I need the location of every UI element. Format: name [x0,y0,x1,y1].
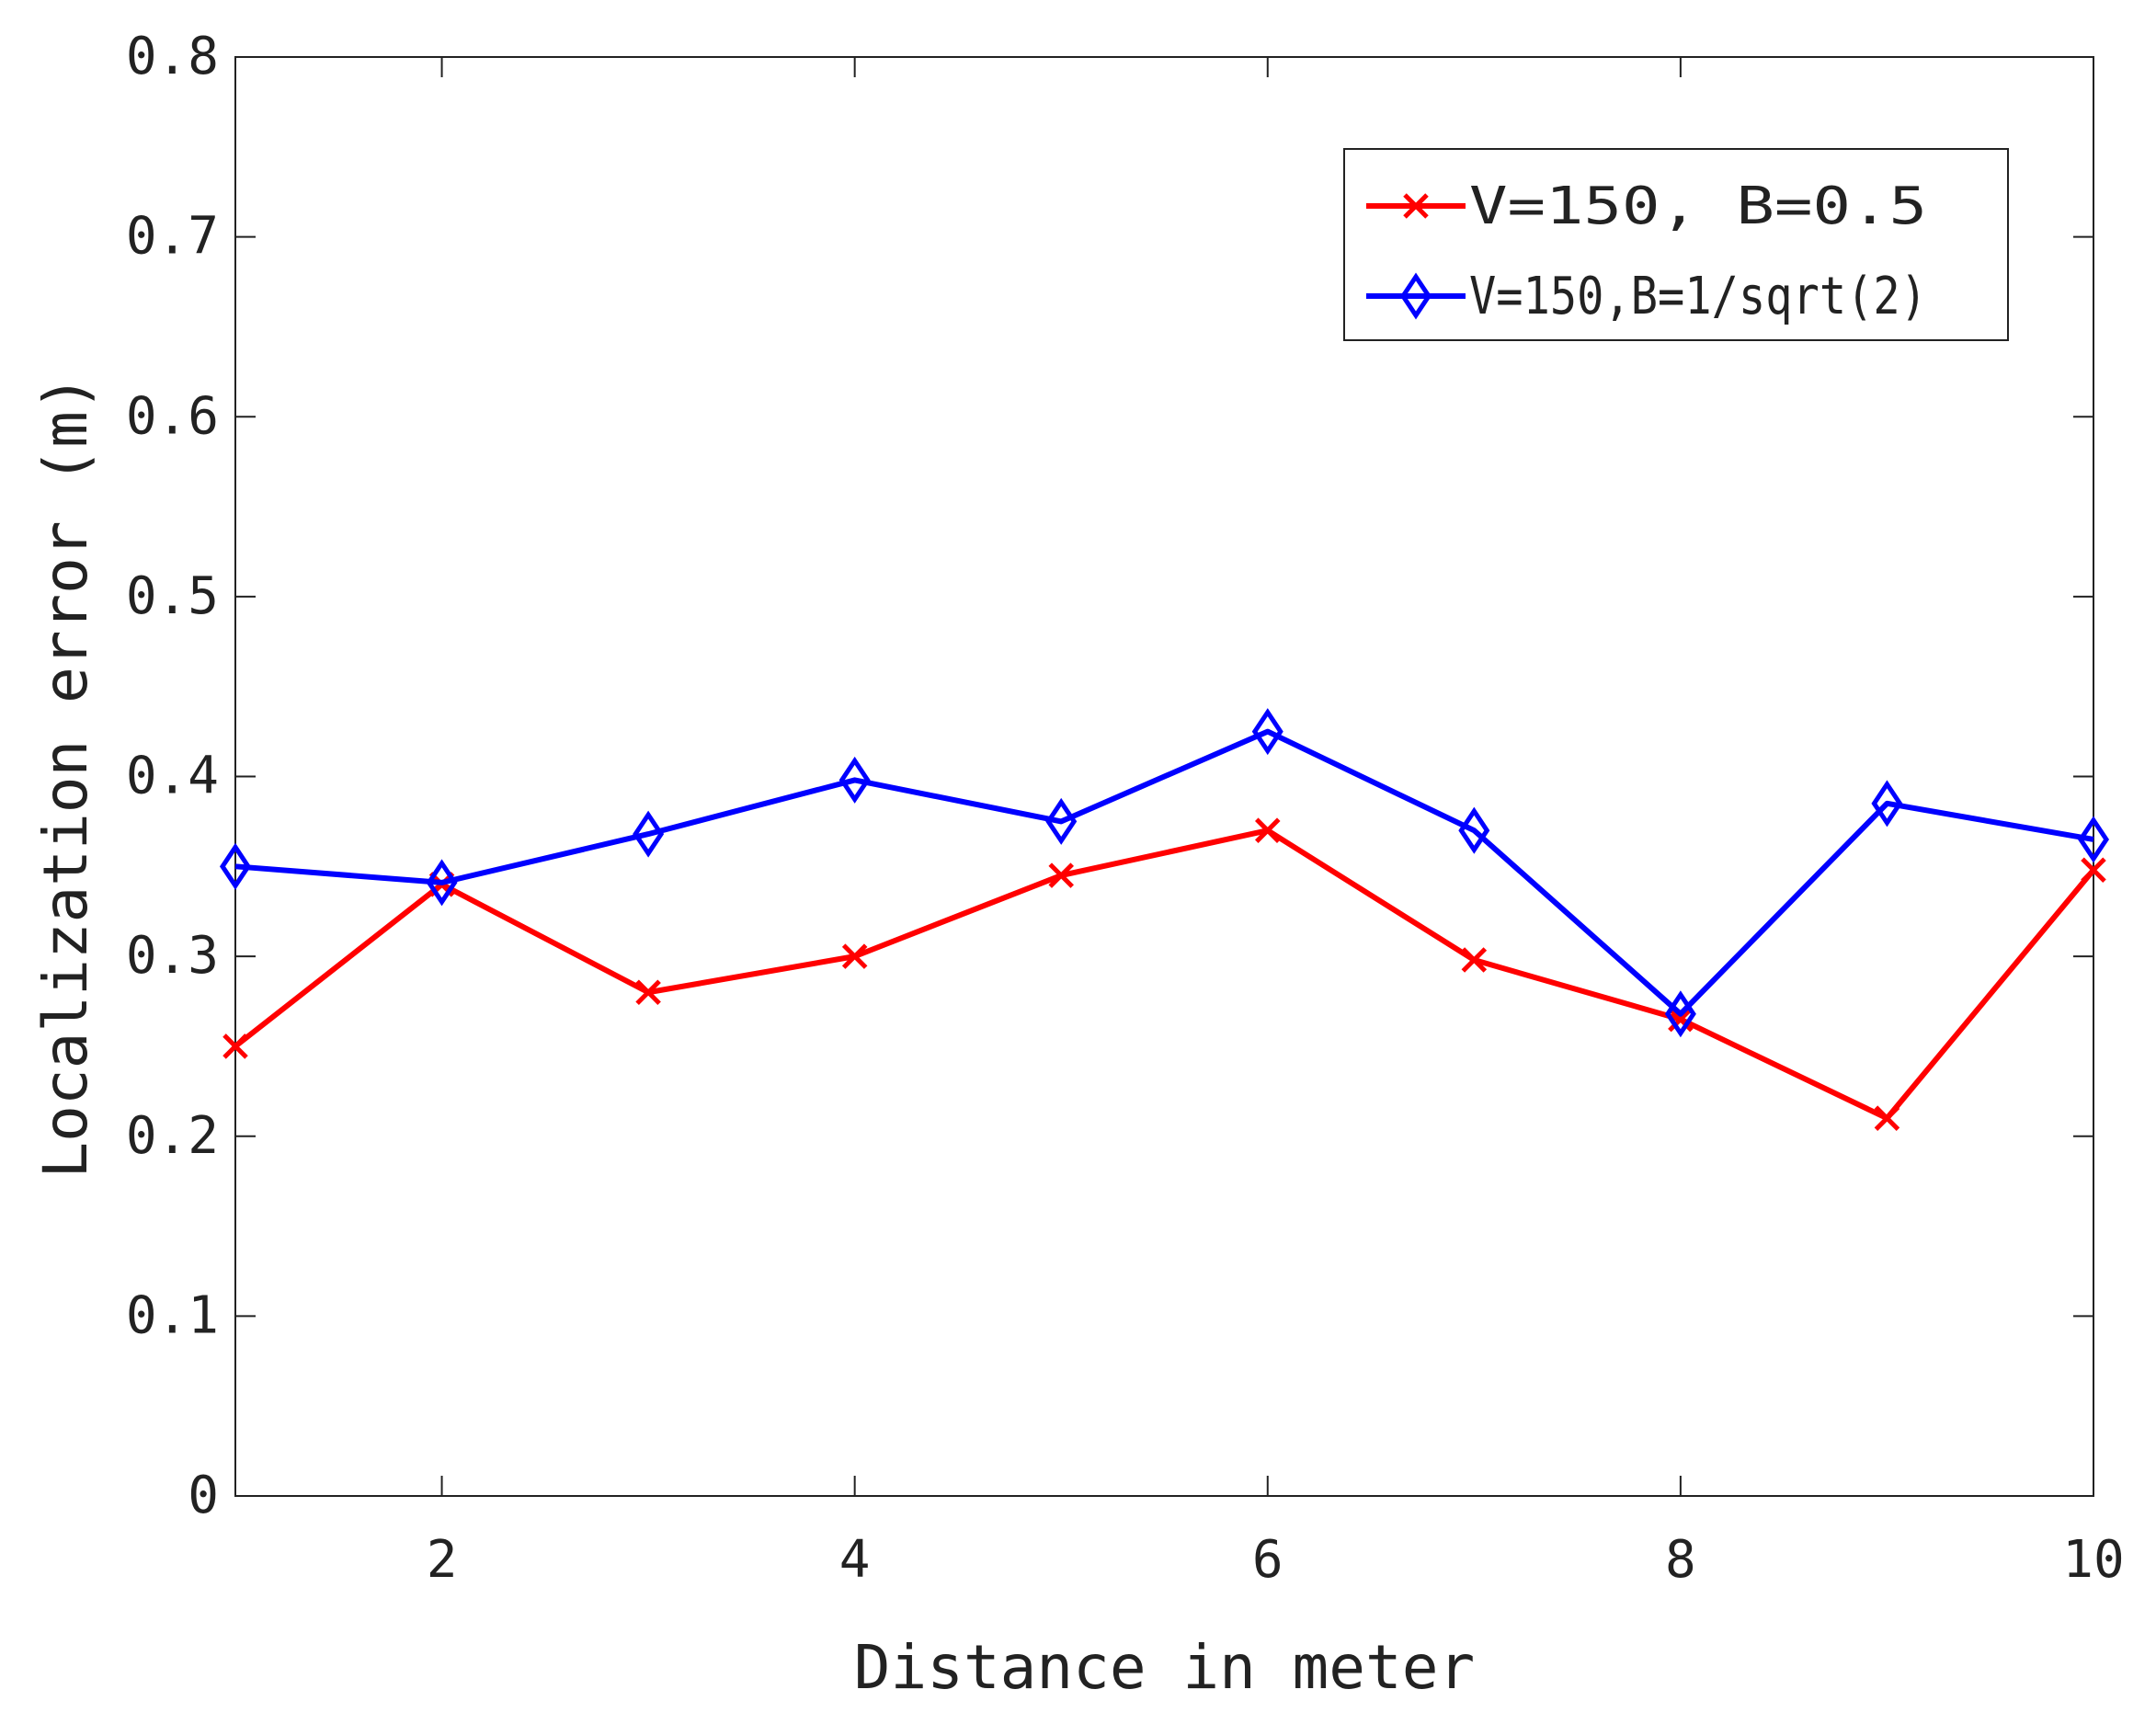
x-axis-label: Distance in meter [854,1632,1476,1703]
series-line [234,828,2096,1122]
legend-label: V=150,B=1/sqrt(2) [1469,267,1927,326]
y-tick-label: 0.4 [126,747,219,806]
axis-ticks [235,56,2094,1497]
diamond-marker [2077,816,2110,863]
x-tick-label: 4 [839,1530,871,1590]
diamond-marker [426,859,458,907]
y-tick-label: 0.5 [126,566,219,626]
x-tick-label: 2 [427,1530,458,1590]
y-axis-label: Localization error (m) [30,374,101,1178]
x-marker [222,1033,248,1059]
diamond-marker [1664,990,1696,1038]
diamond-marker [1399,272,1432,320]
x-marker [1461,947,1488,973]
plot-area-frame [234,56,2094,1497]
legend-item: V=150, B=0.5 [1366,177,1927,236]
y-tick-label: 0.2 [126,1106,219,1166]
diamond-marker [1045,797,1078,845]
series-2 [219,708,2110,1038]
legend-item: V=150,B=1/sqrt(2) [1366,267,1927,326]
legend: V=150, B=0.5 V=150,B=1/sqrt(2) [1343,148,2009,341]
diamond-marker [1458,806,1490,854]
y-tick-label: 0.8 [126,27,219,86]
series-line [234,728,2094,1017]
legend-label: V=150, B=0.5 [1469,177,1927,236]
x-tick-label: 6 [1252,1530,1283,1590]
y-tick-label: 0.1 [126,1285,219,1345]
y-tick-label: 0.3 [126,926,219,986]
x-marker [1874,1105,1900,1131]
y-tick-label: 0.6 [126,386,219,446]
x-marker [841,943,868,969]
y-tick-label: 0 [188,1466,219,1525]
series-layer [219,708,2110,1131]
x-marker [1403,193,1429,219]
diamond-marker [633,810,665,858]
x-marker [1668,1006,1694,1033]
x-tick-labels: 2 4 6 8 10 [427,1530,2125,1590]
x-marker [635,979,661,1006]
x-marker [2081,857,2106,883]
legend-box [1343,148,2009,341]
diamond-marker [838,756,871,804]
x-marker [1048,862,1074,888]
x-tick-label: 8 [1665,1530,1696,1590]
diamond-marker [1251,708,1283,756]
y-tick-label: 0.7 [126,207,219,267]
x-tick-label: 10 [2062,1530,2124,1590]
diamond-marker [1871,780,1903,828]
x-marker [1255,817,1281,843]
diamond-marker [219,842,252,890]
y-tick-labels: 0 0.1 0.2 0.3 0.4 0.5 0.6 0.7 0.8 [126,27,219,1525]
